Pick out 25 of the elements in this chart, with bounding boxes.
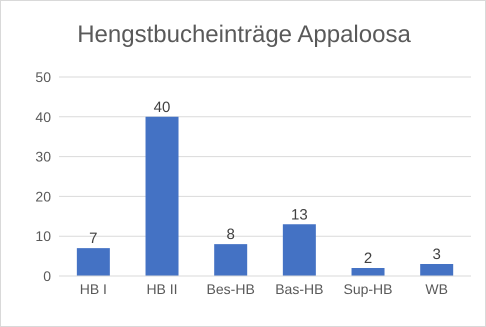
data-label: 2 [364, 250, 372, 268]
data-label: 8 [226, 226, 235, 244]
y-tick-label: 0 [43, 268, 52, 284]
data-label: 40 [154, 98, 170, 116]
x-tick-label: HB II [146, 280, 178, 297]
y-tick-label: 20 [35, 188, 52, 204]
bar [352, 268, 385, 276]
y-tick-label: 40 [35, 108, 52, 125]
bar [76, 248, 110, 276]
data-label: 13 [291, 206, 308, 224]
data-label: 7 [89, 230, 98, 248]
bar [214, 244, 248, 276]
bar [146, 116, 179, 276]
x-tick-label: HB I [80, 280, 107, 297]
y-tick-label: 10 [35, 228, 52, 244]
x-tick-label: Sup-HB [343, 280, 393, 297]
x-tick-label: Bes-HB [206, 280, 255, 297]
bar [282, 224, 316, 276]
chart-title: Hengstbucheinträge Appaloosa [76, 21, 412, 49]
y-tick-label: 30 [35, 148, 52, 165]
y-tick-label: 50 [35, 68, 52, 85]
data-label: 3 [432, 246, 441, 264]
x-tick-label: Bas-HB [275, 280, 324, 297]
bar [420, 264, 454, 276]
x-tick-label: WB [425, 280, 448, 297]
